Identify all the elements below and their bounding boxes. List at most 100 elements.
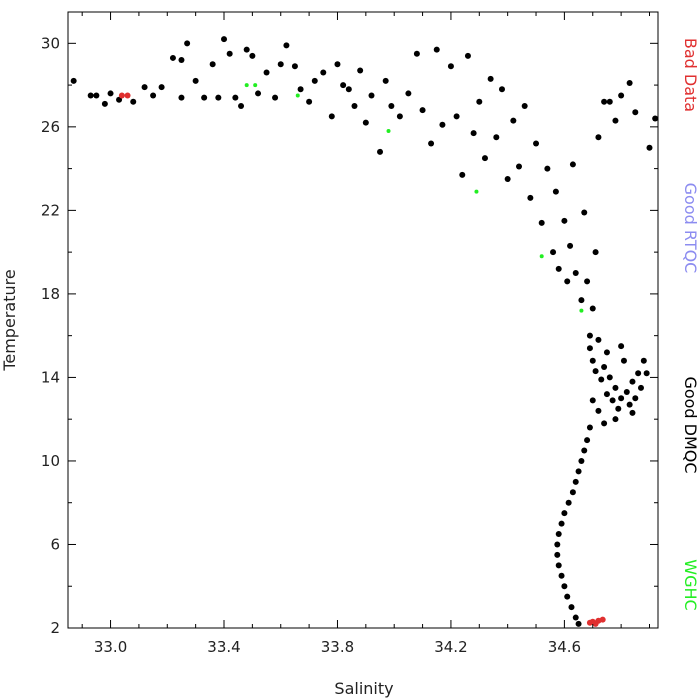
data-point	[362, 119, 369, 126]
data-point	[578, 297, 585, 304]
data-point	[474, 189, 479, 194]
x-tick-label: 34.2	[434, 638, 467, 656]
y-tick-label: 14	[41, 368, 60, 386]
data-point	[550, 249, 557, 256]
data-point	[569, 161, 576, 168]
data-point	[447, 63, 454, 70]
data-point	[221, 36, 228, 43]
data-point	[521, 102, 528, 109]
data-point	[238, 102, 245, 109]
y-tick-label: 18	[41, 285, 60, 303]
data-point	[572, 478, 579, 485]
data-point	[565, 499, 572, 506]
data-point	[169, 54, 176, 61]
x-axis-title: Salinity	[334, 679, 393, 698]
data-point	[564, 278, 571, 285]
y-tick-label: 26	[41, 118, 60, 136]
x-tick-label: 33.0	[94, 638, 127, 656]
legend-item-wghc: WGHC	[681, 559, 700, 610]
data-point	[295, 93, 300, 98]
data-point	[568, 604, 575, 611]
y-tick-label: 6	[50, 535, 60, 553]
data-point	[107, 90, 114, 97]
data-point	[464, 52, 471, 59]
data-point	[253, 83, 258, 88]
data-point	[141, 84, 148, 91]
data-point	[632, 395, 639, 402]
data-point	[601, 363, 608, 370]
data-point	[405, 90, 412, 97]
data-point	[637, 384, 644, 391]
data-point	[618, 343, 625, 350]
data-point	[377, 148, 384, 155]
data-point	[589, 357, 596, 364]
data-point	[612, 117, 619, 124]
data-point	[291, 63, 298, 70]
data-point	[382, 77, 389, 84]
data-point	[272, 94, 279, 101]
series-good-dmqc	[70, 36, 659, 627]
data-point	[578, 457, 585, 464]
data-point	[581, 209, 588, 216]
data-point	[249, 52, 256, 59]
data-point	[533, 140, 540, 147]
data-point	[70, 77, 77, 84]
data-point	[368, 92, 375, 99]
data-point	[493, 134, 500, 141]
data-point	[595, 407, 602, 414]
data-point	[476, 98, 483, 105]
data-point	[311, 77, 318, 84]
data-point	[623, 389, 630, 396]
data-point	[554, 551, 561, 558]
data-point	[561, 217, 568, 224]
data-point	[538, 219, 545, 226]
data-point	[481, 155, 488, 162]
y-tick-label: 22	[41, 201, 60, 219]
data-point	[93, 92, 100, 99]
data-point	[510, 117, 517, 124]
data-point	[552, 188, 559, 195]
data-point	[87, 92, 94, 99]
data-point	[569, 489, 576, 496]
data-point	[595, 336, 602, 343]
data-point	[118, 92, 125, 99]
data-point	[555, 265, 562, 272]
x-tick-label: 33.4	[207, 638, 240, 656]
data-point	[357, 67, 364, 74]
data-point	[575, 468, 582, 475]
data-point	[586, 424, 593, 431]
data-point	[575, 620, 582, 627]
data-point	[603, 349, 610, 356]
data-point	[620, 357, 627, 364]
data-point	[340, 82, 347, 89]
data-point	[178, 57, 185, 64]
data-point	[554, 541, 561, 548]
data-point	[334, 61, 341, 68]
data-point	[584, 437, 591, 444]
data-point	[232, 94, 239, 101]
data-point	[124, 92, 131, 99]
data-point	[396, 113, 403, 120]
x-tick-label: 33.8	[321, 638, 354, 656]
data-point	[226, 50, 233, 57]
x-tick-label: 34.6	[548, 638, 581, 656]
data-point	[606, 374, 613, 381]
data-point	[572, 270, 579, 277]
data-point	[643, 370, 650, 377]
data-point	[283, 42, 290, 49]
data-point	[598, 376, 605, 383]
data-point	[586, 332, 593, 339]
data-point	[351, 102, 358, 109]
data-point	[101, 100, 108, 107]
data-point	[433, 46, 440, 53]
data-point	[263, 69, 270, 76]
series-bad-data	[118, 92, 606, 627]
data-point	[601, 420, 608, 427]
data-point	[635, 370, 642, 377]
data-point	[544, 165, 551, 172]
series-wghc	[244, 83, 584, 313]
data-point	[561, 583, 568, 590]
data-point	[498, 86, 505, 93]
data-point	[192, 77, 199, 84]
